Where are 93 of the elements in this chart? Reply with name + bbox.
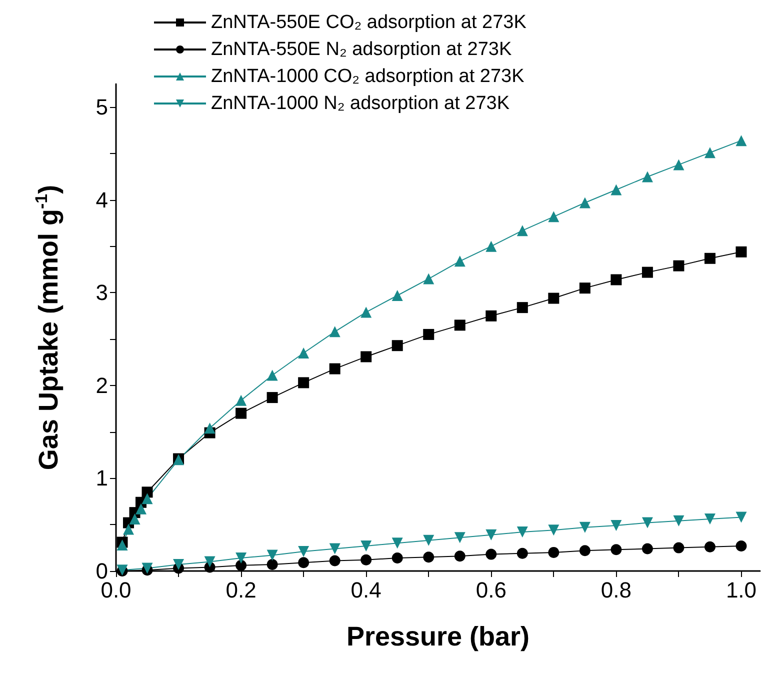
- point: [136, 503, 147, 514]
- point: [423, 534, 434, 546]
- point: [298, 377, 310, 388]
- x-tick-label: 0.4: [350, 578, 382, 602]
- point: [236, 394, 247, 406]
- point: [704, 541, 716, 552]
- point: [673, 159, 684, 170]
- point: [516, 302, 528, 314]
- legend-label: ZnNTA-550E CO₂ adsorption at 273K: [211, 12, 527, 33]
- point: [610, 184, 622, 196]
- point: [392, 290, 403, 301]
- point: [673, 515, 684, 526]
- point: [516, 526, 528, 538]
- point: [236, 560, 247, 571]
- point: [360, 306, 372, 318]
- point: [548, 292, 560, 304]
- point: [486, 529, 497, 540]
- point: [329, 543, 340, 554]
- y-tick-label: 1: [96, 466, 108, 491]
- point: [392, 340, 403, 352]
- point: [610, 520, 622, 532]
- point: [704, 147, 716, 158]
- point: [360, 554, 372, 566]
- point: [454, 550, 466, 562]
- point: [329, 326, 340, 338]
- point: [579, 197, 590, 208]
- point: [116, 540, 128, 551]
- point: [266, 392, 278, 404]
- point: [123, 524, 134, 535]
- point: [610, 544, 622, 556]
- x-tick-label: 1.0: [726, 578, 757, 602]
- point: [204, 556, 216, 568]
- y-tick-label: 2: [96, 372, 108, 398]
- legend-label: ZnNTA-1000 N₂ adsorption at 273K: [211, 93, 510, 114]
- point: [392, 552, 403, 564]
- point: [486, 240, 497, 252]
- point: [579, 282, 590, 294]
- point: [516, 548, 528, 559]
- x-axis-title: Pressure (bar): [346, 622, 530, 652]
- point: [204, 422, 216, 434]
- point: [173, 559, 184, 570]
- point: [736, 540, 747, 552]
- point: [579, 522, 590, 533]
- point: [673, 542, 684, 554]
- point: [298, 348, 310, 359]
- legend-label: ZnNTA-550E N₂ adsorption at 273K: [211, 39, 512, 60]
- point: [236, 552, 247, 564]
- point: [142, 493, 153, 504]
- point: [360, 351, 372, 362]
- point: [454, 320, 466, 331]
- point: [704, 252, 716, 264]
- point: [392, 538, 403, 549]
- point: [642, 543, 653, 554]
- point: [736, 135, 747, 146]
- point: [486, 310, 497, 322]
- point: [642, 517, 653, 528]
- point: [423, 328, 434, 340]
- point: [736, 512, 747, 523]
- point: [360, 540, 372, 552]
- point: [548, 211, 560, 222]
- point: [548, 546, 560, 558]
- y-tick-label: 4: [96, 187, 108, 212]
- point: [579, 545, 590, 556]
- point: [266, 370, 278, 381]
- y-tick-label: 3: [96, 280, 108, 306]
- x-tick-label: 0.8: [600, 578, 632, 602]
- point: [516, 225, 528, 236]
- point: [423, 273, 434, 284]
- point: [423, 552, 434, 563]
- x-tick-label: 0.6: [476, 578, 506, 602]
- x-tick-label: 0.2: [226, 578, 256, 602]
- point: [736, 246, 747, 258]
- point: [129, 514, 140, 525]
- point: [548, 524, 560, 536]
- point: [266, 559, 278, 570]
- point: [454, 532, 466, 544]
- point: [329, 555, 340, 566]
- point: [454, 256, 466, 267]
- y-axis-title: Gas Uptake (mmol g-1): [32, 184, 64, 470]
- point: [642, 266, 653, 278]
- point: [329, 363, 340, 374]
- y-tick-label: 5: [96, 94, 108, 120]
- point: [642, 171, 653, 182]
- point: [298, 557, 310, 568]
- point: [610, 274, 622, 286]
- point: [673, 260, 684, 272]
- legend-label: ZnNTA-1000 CO₂ adsorption at 273K: [211, 66, 525, 87]
- point: [266, 550, 278, 561]
- point: [486, 548, 497, 560]
- point: [142, 486, 153, 498]
- point: [704, 514, 716, 525]
- point: [236, 408, 247, 419]
- point: [298, 546, 310, 558]
